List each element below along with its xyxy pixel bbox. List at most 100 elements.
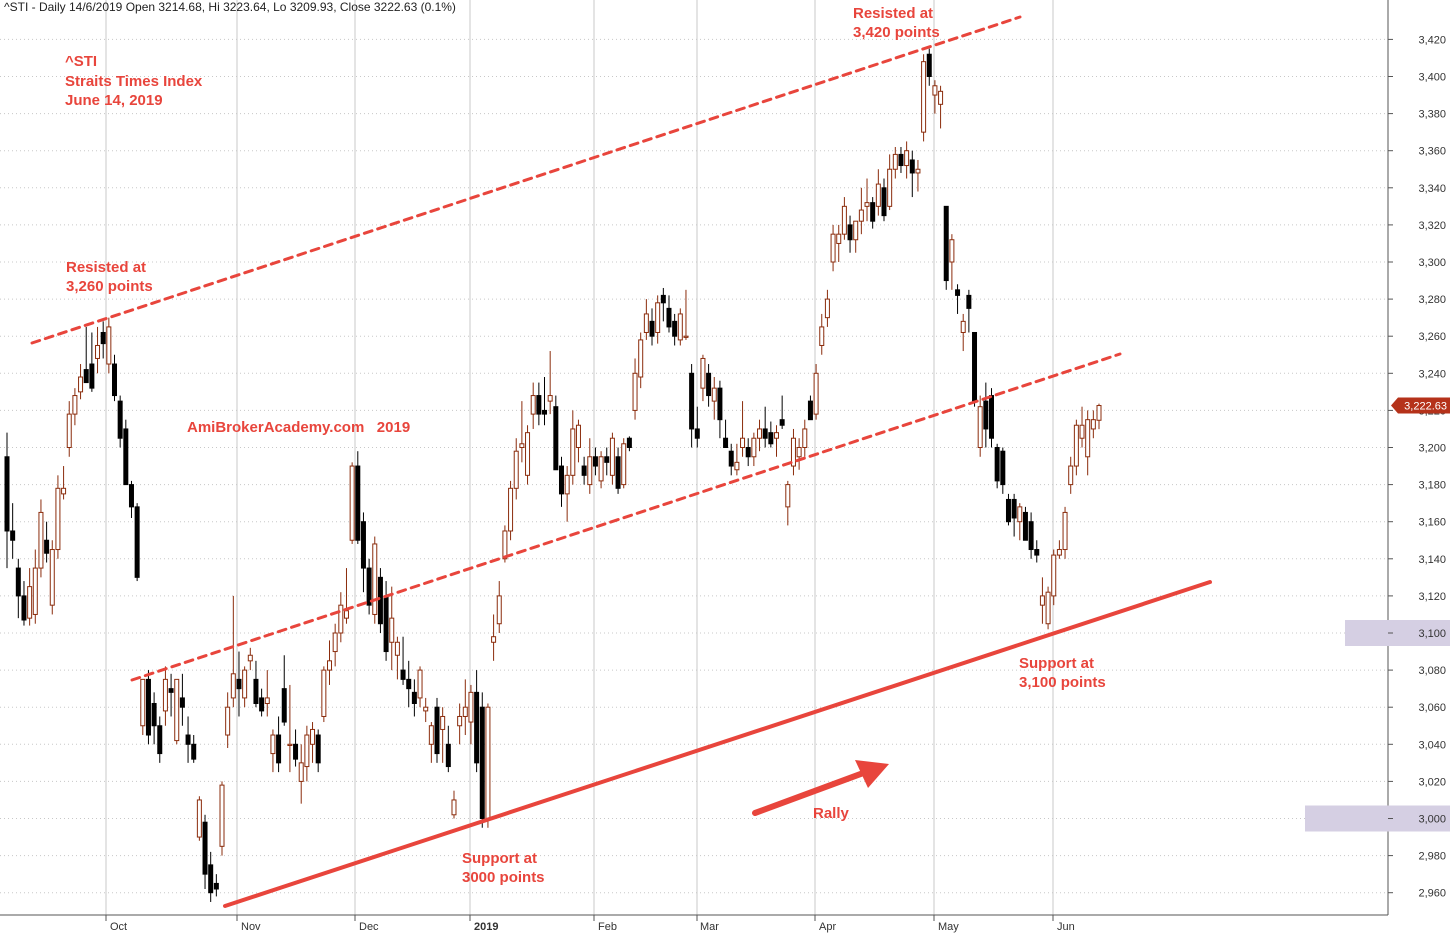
y-tick-label: 3,040 <box>1418 739 1446 751</box>
candle <box>423 697 429 723</box>
candle <box>807 395 813 421</box>
candle <box>672 313 678 346</box>
candle <box>785 480 791 526</box>
candle-body <box>372 543 378 615</box>
last-price-tag: 3,222.63 <box>1391 397 1450 414</box>
candle <box>1045 586 1051 630</box>
candle <box>525 425 531 485</box>
candle <box>915 159 921 192</box>
candle-body <box>332 632 338 653</box>
candle <box>213 874 219 897</box>
candle-body <box>875 183 881 207</box>
x-tick-label: Feb <box>598 921 617 933</box>
x-tick-label: Jun <box>1057 921 1075 933</box>
candle <box>1062 506 1068 559</box>
candle <box>162 666 168 726</box>
candle <box>38 499 44 578</box>
candle-body <box>785 484 791 508</box>
price-axis: 2,960 2,980 3,000 3,020 3,040 3,060 3,080 3,100… <box>1388 34 1450 900</box>
candle-body <box>259 697 265 712</box>
candle <box>994 443 1000 489</box>
support-3000-line1: Support at <box>462 850 537 867</box>
candle <box>83 326 89 384</box>
candle-body <box>972 331 978 402</box>
candle-body <box>960 320 966 333</box>
candle-body <box>128 484 134 508</box>
candle <box>587 438 593 494</box>
candle-body <box>270 734 276 755</box>
candle-body <box>1068 465 1074 486</box>
candle-body <box>293 743 299 760</box>
y-tick-label: 3,420 <box>1418 34 1446 46</box>
candle-body <box>892 153 898 170</box>
candle <box>649 308 655 346</box>
candle <box>706 364 712 407</box>
candle <box>728 443 734 476</box>
candle <box>485 703 491 828</box>
candle <box>530 382 536 429</box>
candle <box>1068 456 1074 494</box>
candle-body <box>1073 424 1079 467</box>
candle <box>428 722 434 763</box>
candle-body <box>949 239 955 263</box>
candle <box>779 395 785 429</box>
candle-body <box>858 209 864 222</box>
candle <box>253 660 259 708</box>
candle-body <box>49 549 55 606</box>
candle <box>853 220 859 253</box>
candle-body <box>15 567 21 597</box>
candle <box>689 364 695 448</box>
candle <box>304 725 310 782</box>
y-tick-label: 3,340 <box>1418 183 1446 195</box>
candle <box>836 224 842 262</box>
candle <box>44 521 50 563</box>
candle <box>15 558 21 619</box>
candle-body <box>1056 549 1062 556</box>
candle-body <box>790 437 796 467</box>
candle <box>151 692 157 745</box>
candle <box>626 436 632 452</box>
candle-body <box>343 610 349 619</box>
candle-body <box>655 302 661 333</box>
candle <box>892 146 898 179</box>
candle-body <box>519 443 525 449</box>
candle <box>4 432 10 569</box>
candle <box>966 289 972 333</box>
candle-body <box>558 465 564 495</box>
rally-arrow-head <box>855 760 889 788</box>
x-tick-label: Apr <box>819 921 836 933</box>
candle <box>943 205 949 290</box>
candle-body <box>768 432 774 445</box>
candle-body <box>66 413 72 448</box>
candle-body <box>55 487 61 551</box>
candle-body <box>1079 424 1085 439</box>
candle <box>66 401 72 457</box>
candle <box>723 419 729 449</box>
candle <box>570 410 576 485</box>
candle-body <box>321 669 327 717</box>
x-tick-label: May <box>938 921 959 933</box>
candle-body <box>106 326 112 365</box>
y-tick-label: 3,020 <box>1418 776 1446 788</box>
candle <box>604 447 610 476</box>
index-name-label: Straits Times Index <box>65 73 203 90</box>
candle <box>1034 540 1040 563</box>
y-tick-label: 3,300 <box>1418 257 1446 269</box>
candle-body <box>881 187 887 217</box>
candle-body <box>72 395 78 415</box>
y-tick-label: 3,120 <box>1418 591 1446 603</box>
candle-body <box>807 400 813 421</box>
candle <box>343 568 349 624</box>
candle-body <box>491 636 497 643</box>
candle-body <box>1045 591 1051 625</box>
x-tick-label: 2019 <box>474 921 498 933</box>
candle <box>128 480 134 518</box>
candle-body <box>943 205 949 282</box>
candle <box>1039 577 1045 624</box>
candle <box>1022 506 1028 541</box>
candle-body <box>95 344 101 359</box>
candle <box>95 326 101 374</box>
candle-body <box>21 595 27 621</box>
candle <box>332 623 338 667</box>
candle <box>247 647 253 671</box>
